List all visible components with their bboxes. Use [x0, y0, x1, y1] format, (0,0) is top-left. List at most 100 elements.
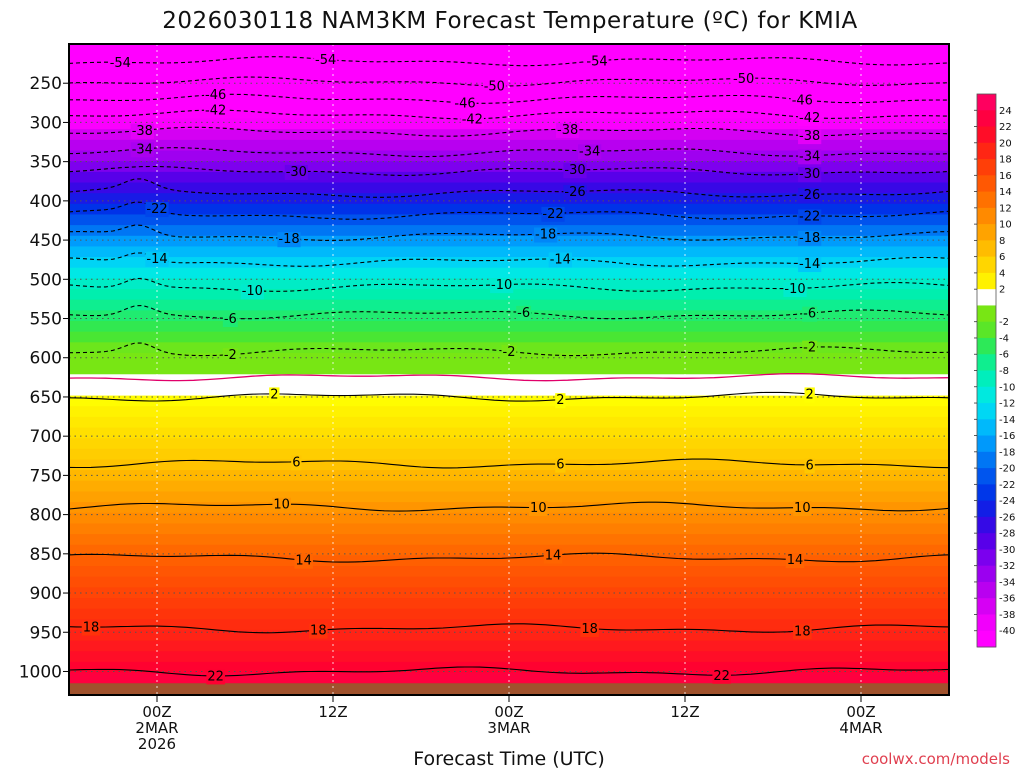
isotherm-label-background [802, 306, 818, 322]
colorbar-segment [977, 419, 996, 437]
colorbar-segment [977, 516, 996, 534]
isotherm-label: 10 [273, 498, 290, 513]
temperature-band [69, 44, 949, 56]
x-axis-label: Forecast Time (UTC) [413, 748, 604, 768]
colorbar-segment [977, 224, 996, 241]
isotherm-label: -42 [799, 111, 820, 126]
temperature-band [69, 384, 949, 397]
temperature-band [69, 118, 949, 131]
isotherm-label: -38 [799, 129, 820, 144]
colorbar-segment [977, 289, 996, 306]
isotherm-label: -34 [799, 149, 820, 164]
isotherm-label-background [222, 348, 238, 364]
x-tick-label: 00Z [494, 703, 523, 721]
isotherm-label-background [798, 209, 822, 225]
colorbar-segment [977, 451, 996, 469]
isotherm-label-background [785, 553, 805, 569]
y-tick-label: 400 [30, 192, 62, 212]
colorbar-segment [977, 500, 996, 518]
x-tick-label: 12Z [670, 703, 699, 721]
colorbar-label: -36 [999, 594, 1015, 605]
isotherm-label: -14 [550, 252, 571, 267]
isotherm-label-background [804, 458, 815, 474]
isotherm-label-background [793, 501, 812, 517]
isotherm-label-background [798, 167, 822, 183]
isotherm-label-background [145, 202, 169, 218]
colorbar-segment [977, 142, 996, 160]
temperature-band [69, 544, 949, 557]
isotherm-label: -14 [146, 252, 167, 267]
colorbar-label: -28 [999, 529, 1015, 540]
colorbar-label: 2 [999, 285, 1005, 296]
colorbar-segment [977, 272, 996, 290]
isotherm-label-background [556, 122, 580, 138]
temperature-band [69, 672, 949, 685]
colorbar-segment [977, 614, 996, 632]
isotherm-label-background [798, 149, 822, 165]
colorbar-label: -2 [999, 317, 1009, 328]
temperature-band [69, 97, 949, 109]
isotherm-label: -2 [224, 348, 237, 363]
y-tick-label: 250 [30, 74, 62, 94]
isotherm-label: -10 [491, 278, 512, 293]
colorbar-label: -8 [999, 366, 1009, 377]
temperature-band [69, 534, 949, 546]
colorbar-segment [977, 630, 996, 648]
colorbar-label: 20 [999, 138, 1012, 149]
temperature-band [69, 629, 949, 642]
colorbar-label: -16 [999, 431, 1015, 442]
colorbar-label: -26 [999, 512, 1015, 523]
colorbar-label: -40 [999, 626, 1015, 637]
isotherm-line [68, 458, 950, 469]
isotherm-label-background [529, 501, 548, 517]
isotherm-label: -10 [242, 284, 263, 299]
x-tick-label: 12Z [318, 703, 347, 721]
colorbar-segment [977, 581, 996, 599]
colorbar-label: -24 [999, 496, 1015, 507]
temperature-band [69, 214, 949, 226]
isotherm-label-background [490, 278, 514, 294]
isotherm-label: -34 [132, 142, 153, 157]
temperature-band [69, 150, 949, 162]
isotherm-label-background [798, 129, 822, 145]
isotherm-label-background [563, 184, 587, 200]
y-tick-label: 300 [30, 113, 62, 133]
isotherm-label: -22 [542, 207, 563, 222]
colorbar-segment [977, 256, 996, 274]
isotherm-label-background [804, 387, 815, 403]
isotherm-label: -46 [792, 93, 813, 108]
isotherm-label-background [81, 620, 101, 636]
isotherm-label-background [790, 93, 814, 109]
credit-text: coolwx.com/models [862, 750, 1010, 768]
isotherm-label: -2 [503, 345, 516, 360]
isotherm-label: -10 [784, 282, 805, 297]
isotherm-label: -46 [205, 88, 226, 103]
isotherm-label-background [555, 457, 566, 473]
y-tick-label: 550 [30, 310, 62, 330]
y-tick-label: 1000 [19, 662, 62, 682]
temperature-band [69, 107, 949, 120]
colorbar-label: 24 [999, 106, 1012, 117]
isotherm-label: 14 [545, 549, 562, 564]
colorbar-label: -22 [999, 480, 1015, 491]
colorbar-segment [977, 565, 996, 583]
isotherm-label-background [482, 79, 506, 95]
isotherm-label: -6 [224, 312, 237, 327]
colorbar-label: 14 [999, 187, 1012, 198]
colorbar-segment [977, 370, 996, 388]
isotherm-label-background [516, 305, 532, 321]
temperature-band [69, 203, 949, 216]
isotherm-label-background [204, 88, 228, 104]
isotherm-label: 18 [581, 622, 598, 637]
isotherm-label-background [555, 393, 566, 409]
isotherm-label: 10 [530, 501, 547, 516]
colorbar-label: -38 [999, 610, 1015, 621]
y-tick-label: 350 [30, 153, 62, 173]
temperature-band [69, 331, 949, 344]
isotherm-label: 6 [806, 458, 814, 473]
isotherm-label-background [130, 142, 154, 158]
isotherm-label: 6 [292, 455, 300, 470]
temperature-band [69, 523, 949, 535]
colorbar-segment [977, 207, 996, 225]
